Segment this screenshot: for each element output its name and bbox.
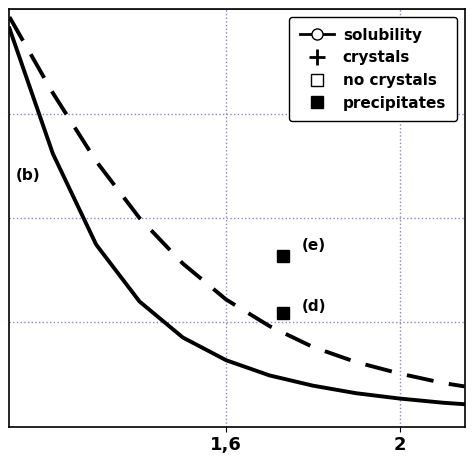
Legend: solubility, crystals, no crystals, precipitates: solubility, crystals, no crystals, preci…: [289, 17, 457, 121]
Text: (e): (e): [302, 238, 326, 253]
Text: (d): (d): [302, 299, 327, 314]
Text: (b): (b): [16, 168, 41, 183]
